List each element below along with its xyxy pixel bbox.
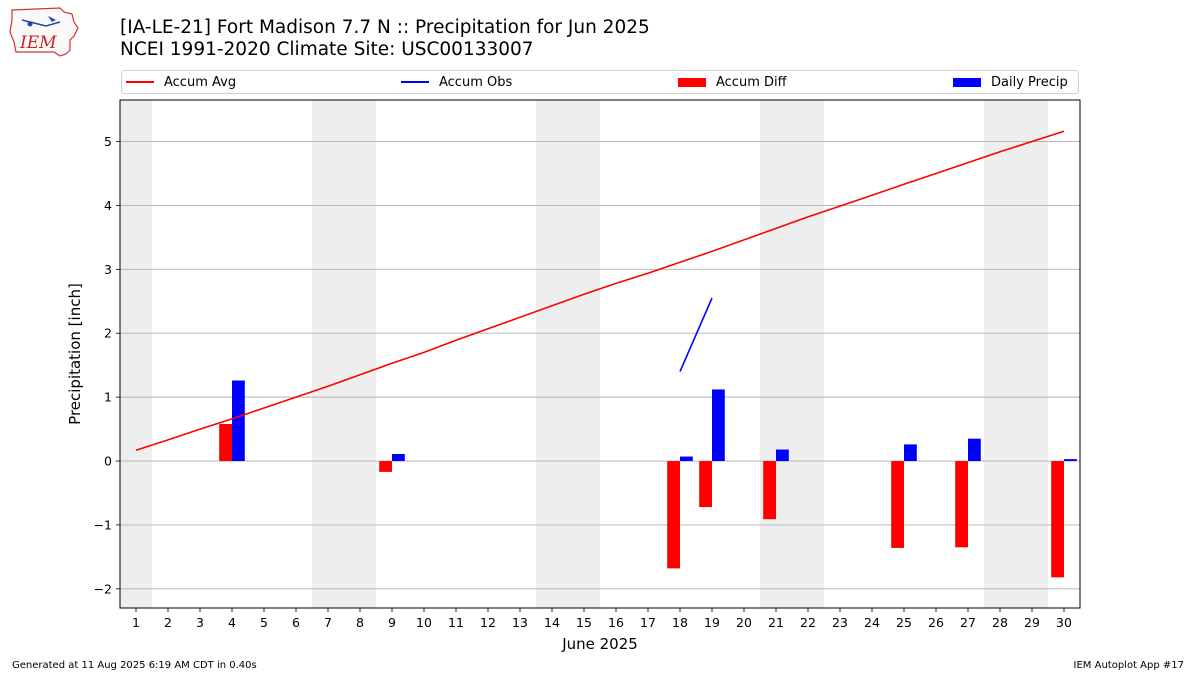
y-tick-label-6: 4 xyxy=(104,198,112,213)
legend-swatch-accum-diff xyxy=(678,77,706,87)
x-tick-label-7: 7 xyxy=(324,615,332,630)
x-tick-label-24: 24 xyxy=(864,615,880,630)
x-tick-label-20: 20 xyxy=(736,615,752,630)
y-axis-label: Precipitation [inch] xyxy=(66,283,84,425)
x-tick-label-5: 5 xyxy=(260,615,268,630)
legend-item-accum-obs: Accum Obs xyxy=(401,71,512,93)
legend-label-daily-precip: Daily Precip xyxy=(991,74,1068,90)
x-tick-label-4: 4 xyxy=(228,615,236,630)
y-tick-label-1: −1 xyxy=(94,517,112,532)
bar-daily-precip-day-9 xyxy=(392,454,405,462)
line-accum-obs xyxy=(679,297,713,372)
bar-accum-diff-day-21 xyxy=(763,461,776,520)
bar-daily-precip-day-30 xyxy=(1064,459,1077,462)
line-accum-avg xyxy=(135,130,1065,451)
x-tick-label-19: 19 xyxy=(704,615,720,630)
x-tick-label-8: 8 xyxy=(356,615,364,630)
x-tick-label-14: 14 xyxy=(544,615,560,630)
x-tick-label-13: 13 xyxy=(512,615,528,630)
legend-item-accum-avg: Accum Avg xyxy=(126,71,236,93)
x-tick-label-23: 23 xyxy=(832,615,848,630)
x-tick-label-18: 18 xyxy=(672,615,688,630)
x-tick-label-25: 25 xyxy=(896,615,912,630)
x-tick-label-3: 3 xyxy=(196,615,204,630)
bar-daily-precip-day-4 xyxy=(232,380,245,462)
x-tick-label-15: 15 xyxy=(576,615,592,630)
bar-accum-diff-day-4 xyxy=(219,423,232,462)
bar-accum-diff-day-19 xyxy=(699,461,712,508)
legend-label-accum-obs: Accum Obs xyxy=(439,74,513,90)
iem-logo: IEM xyxy=(9,7,79,57)
weekend-shade-2 xyxy=(536,100,600,608)
plot-frame xyxy=(119,99,1081,609)
x-axis-label: June 2025 xyxy=(561,635,638,653)
logo-text: IEM xyxy=(19,33,57,53)
legend-item-accum-diff: Accum Diff xyxy=(678,71,787,93)
legend: Accum Avg Accum Obs Accum Diff Daily Pre… xyxy=(121,70,1079,94)
x-tick-label-6: 6 xyxy=(292,615,300,630)
x-tick-label-29: 29 xyxy=(1024,615,1040,630)
bar-daily-precip-day-27 xyxy=(968,438,981,462)
x-tick-label-10: 10 xyxy=(416,615,432,630)
x-tick-label-2: 2 xyxy=(164,615,172,630)
x-tick-label-12: 12 xyxy=(480,615,496,630)
bar-accum-diff-day-27 xyxy=(955,461,968,548)
weekend-shade-1 xyxy=(312,100,376,608)
weekend-shade-0 xyxy=(120,100,152,608)
y-tick-label-4: 2 xyxy=(104,326,112,341)
chart-title: [IA-LE-21] Fort Madison 7.7 N :: Precipi… xyxy=(120,17,650,38)
x-tick-label-16: 16 xyxy=(608,615,624,630)
weekend-shade-3 xyxy=(760,100,824,608)
bar-accum-diff-day-9 xyxy=(379,461,392,472)
bar-daily-precip-day-19 xyxy=(712,389,725,462)
x-tick-label-9: 9 xyxy=(388,615,396,630)
x-tick-label-28: 28 xyxy=(992,615,1008,630)
x-tick-label-17: 17 xyxy=(640,615,656,630)
footer-app-id: IEM Autoplot App #17 xyxy=(1073,660,1184,671)
legend-label-accum-avg: Accum Avg xyxy=(164,74,237,90)
bar-daily-precip-day-18 xyxy=(680,456,693,462)
y-tick-label-2: 0 xyxy=(104,454,112,469)
y-tick-label-3: 1 xyxy=(104,390,112,405)
y-tick-label-0: −2 xyxy=(94,581,112,596)
chart-subtitle: NCEI 1991-2020 Climate Site: USC00133007 xyxy=(120,39,534,60)
legend-swatch-accum-obs xyxy=(401,81,429,83)
x-tick-label-22: 22 xyxy=(800,615,816,630)
footer-generated: Generated at 11 Aug 2025 6:19 AM CDT in … xyxy=(12,660,257,671)
legend-swatch-daily-precip xyxy=(953,77,981,87)
bar-daily-precip-day-25 xyxy=(904,444,917,462)
y-tick-label-5: 3 xyxy=(104,262,112,277)
y-tick-label-7: 5 xyxy=(104,134,112,149)
bar-accum-diff-day-18 xyxy=(667,461,680,569)
x-tick-label-27: 27 xyxy=(960,615,976,630)
x-tick-label-30: 30 xyxy=(1056,615,1072,630)
legend-swatch-accum-avg xyxy=(126,81,154,83)
weekend-shade-4 xyxy=(984,100,1048,608)
legend-item-daily-precip: Daily Precip xyxy=(953,71,1068,93)
x-tick-label-21: 21 xyxy=(768,615,784,630)
bar-daily-precip-day-21 xyxy=(776,449,789,462)
x-tick-label-11: 11 xyxy=(448,615,464,630)
bar-accum-diff-day-30 xyxy=(1051,461,1064,578)
bar-accum-diff-day-25 xyxy=(891,461,904,548)
legend-label-accum-diff: Accum Diff xyxy=(716,74,787,90)
x-tick-label-26: 26 xyxy=(928,615,944,630)
x-tick-label-1: 1 xyxy=(132,615,140,630)
